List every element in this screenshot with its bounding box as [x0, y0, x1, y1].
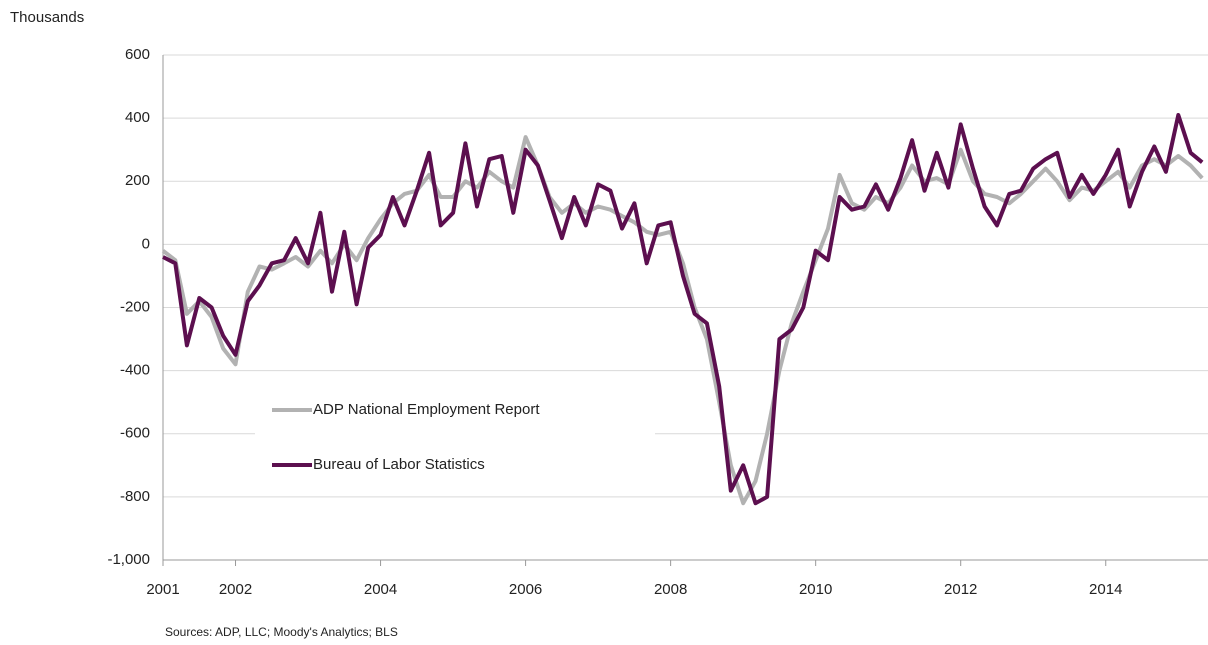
- y-tick-label: -1,000: [107, 551, 150, 568]
- x-tick-label: 2001: [146, 581, 179, 598]
- x-tick-label: 2010: [799, 581, 832, 598]
- y-tick-label: 0: [142, 235, 150, 252]
- x-tick-label: 2002: [219, 581, 252, 598]
- legend-label: ADP National Employment Report: [313, 401, 540, 418]
- legend-box: [255, 388, 655, 488]
- y-tick-label: -200: [120, 298, 150, 315]
- y-tick-label: -400: [120, 362, 150, 379]
- y-tick-label: -800: [120, 488, 150, 505]
- x-tick-label: 2008: [654, 581, 687, 598]
- y-tick-label: 200: [125, 172, 150, 189]
- y-axis-label: Thousands: [10, 9, 84, 26]
- x-tick-label: 2004: [364, 581, 397, 598]
- series-line: [162, 113, 1204, 506]
- y-tick-label: 400: [125, 109, 150, 126]
- x-tick-label: 2006: [509, 581, 542, 598]
- y-tick-label: 600: [125, 46, 150, 63]
- legend-label: Bureau of Labor Statistics: [313, 456, 485, 473]
- series-line: [161, 135, 1204, 506]
- source-note: Sources: ADP, LLC; Moody's Analytics; BL…: [165, 625, 398, 639]
- x-tick-label: 2014: [1089, 581, 1122, 598]
- x-tick-label: 2012: [944, 581, 977, 598]
- y-tick-label: -600: [120, 425, 150, 442]
